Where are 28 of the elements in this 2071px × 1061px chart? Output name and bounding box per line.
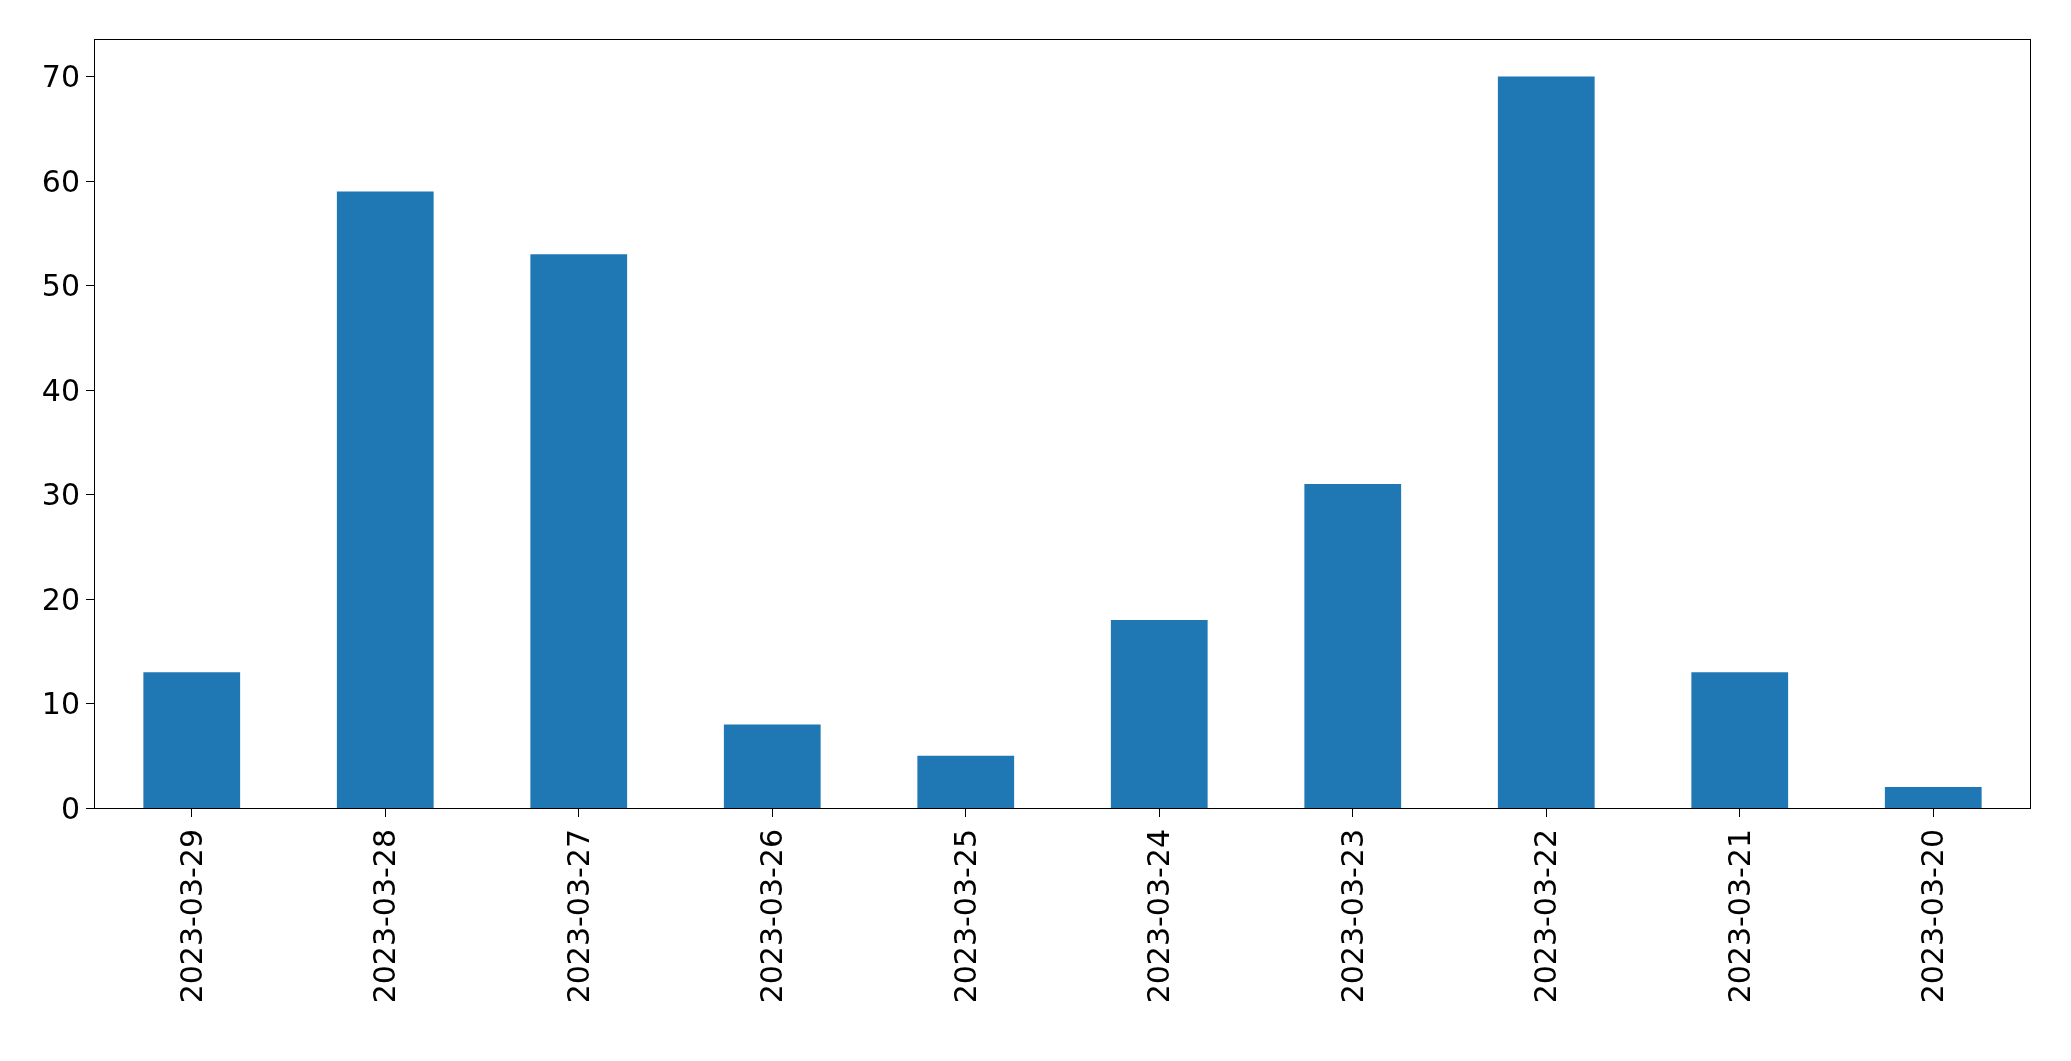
y-tick-label: 70: [41, 59, 80, 95]
bar: [1884, 787, 1982, 808]
x-tick-label: 2023-03-25: [947, 829, 983, 1004]
x-tick-label: 2023-03-20: [1915, 829, 1950, 1004]
bar: [143, 672, 241, 808]
x-tick-label: 2023-03-29: [173, 829, 209, 1004]
y-tick-label: 50: [41, 268, 80, 304]
y-tick-label: 0: [60, 790, 80, 826]
x-tick-label: 2023-03-27: [560, 829, 596, 1004]
bar: [723, 724, 821, 808]
bar: [917, 755, 1015, 808]
y-tick-label: 60: [41, 163, 80, 199]
y-tick-label: 30: [41, 477, 80, 513]
bar: [530, 254, 628, 808]
x-tick-label: 2023-03-22: [1528, 829, 1563, 1004]
x-tick-label: 2023-03-24: [1141, 829, 1176, 1004]
bar: [1304, 484, 1402, 808]
y-tick-label: 20: [41, 581, 80, 617]
bar: [1497, 76, 1595, 808]
bar: [1110, 619, 1208, 808]
x-tick-label: 2023-03-23: [1334, 829, 1370, 1004]
y-tick-label: 40: [41, 372, 80, 408]
y-tick-label: 10: [41, 686, 80, 722]
x-tick-label: 2023-03-26: [754, 829, 789, 1004]
x-tick-label: 2023-03-21: [1721, 829, 1757, 1004]
bar: [1691, 672, 1789, 808]
x-tick-label: 2023-03-28: [367, 829, 402, 1004]
bar: [336, 191, 434, 808]
